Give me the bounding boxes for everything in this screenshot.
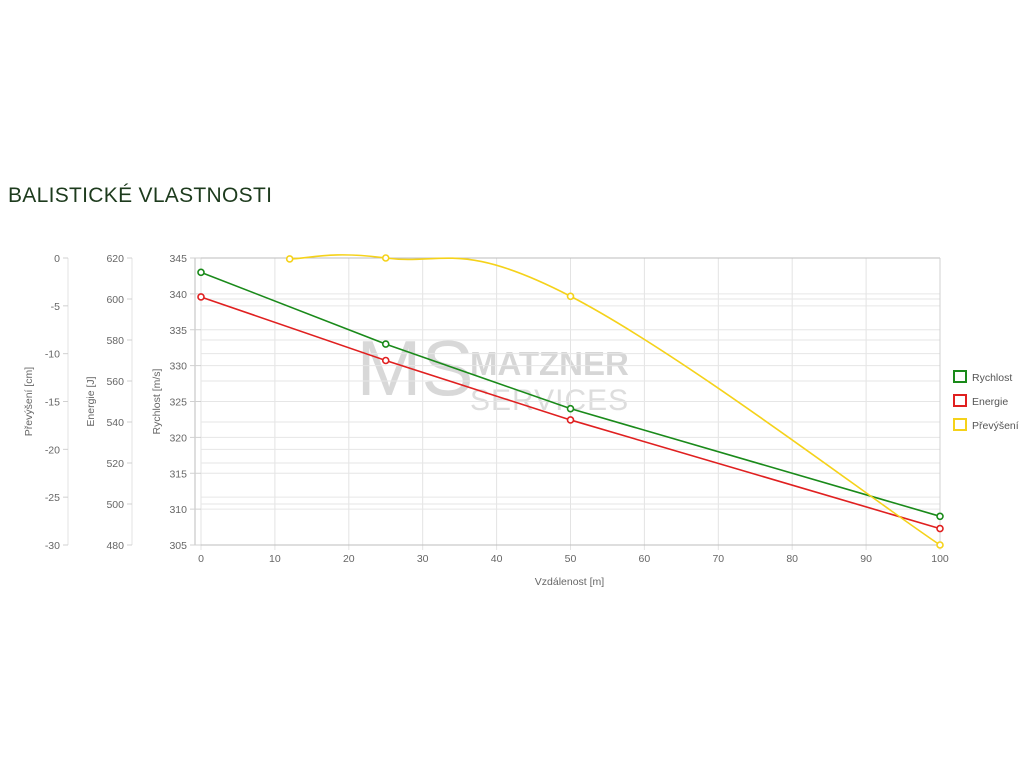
x-axis-title: Vzdálenost [m] (535, 576, 605, 588)
y-tick-label: 540 (106, 417, 124, 429)
legend-item[interactable]: Převýšení (953, 418, 1019, 432)
x-tick-label: 30 (417, 553, 429, 565)
data-point[interactable] (381, 356, 390, 365)
y-tick-label: -25 (45, 492, 60, 504)
legend-label: Energie (972, 396, 1008, 408)
series-line (200, 271, 941, 518)
x-tick-label: 80 (786, 553, 798, 565)
legend: Rychlost Energie Převýšení (953, 370, 1019, 432)
data-point[interactable] (566, 404, 575, 413)
x-tick-label: 100 (931, 553, 949, 565)
y-tick-label: 345 (169, 253, 187, 265)
data-point[interactable] (381, 254, 390, 262)
y-tick-label: 620 (106, 253, 124, 265)
data-point[interactable] (566, 416, 575, 424)
series-speed (197, 268, 944, 521)
data-point[interactable] (936, 512, 944, 521)
x-tick-label: 40 (491, 553, 503, 565)
data-point[interactable] (936, 524, 944, 533)
legend-item[interactable]: Energie (953, 394, 1008, 408)
page-title: BALISTICKÉ VLASTNOSTI (8, 184, 273, 207)
y-axis-title-energy: Energie [J] (85, 376, 97, 426)
y-tick-label: 480 (106, 540, 124, 552)
legend-swatch (953, 370, 967, 383)
series-energy (197, 293, 944, 533)
y-axis-title-speed: Rychlost [m/s] (151, 368, 163, 434)
y-tick-label: 315 (169, 468, 187, 480)
data-point[interactable] (197, 293, 205, 301)
y-axis-title-drop: Převýšení [cm] (23, 367, 35, 437)
legend-swatch (953, 418, 967, 431)
x-tick-label: 90 (860, 553, 872, 565)
data-point[interactable] (936, 541, 944, 549)
y-tick-label: -10 (45, 349, 60, 361)
x-tick-label: 0 (198, 553, 204, 565)
y-tick-label: -20 (45, 444, 60, 456)
y-tick-label: 580 (106, 335, 124, 347)
series-drop (285, 254, 944, 549)
x-tick-label: 20 (343, 553, 355, 565)
y-tick-label: 0 (54, 253, 60, 265)
y-tick-label: 520 (106, 458, 124, 470)
y-axis-drop: -30 -25 -20 -15 -10 -5 0 Převýšení [cm] (23, 253, 69, 552)
y-tick-label: 340 (169, 289, 187, 301)
data-point[interactable] (285, 255, 294, 263)
y-tick-label: 500 (106, 499, 124, 511)
x-tick-label: 70 (712, 553, 724, 565)
y-tick-label: 305 (169, 540, 187, 552)
x-tick-label: 60 (639, 553, 651, 565)
data-point[interactable] (566, 292, 575, 301)
x-tick-label: 50 (565, 553, 577, 565)
y-axis-energy: 480 500 520 540 560 580 600 620 Energie [J] (85, 253, 133, 552)
x-tick-label: 10 (269, 553, 281, 565)
y-tick-label: 330 (169, 361, 187, 373)
series-line (289, 254, 941, 546)
y-tick-label: 325 (169, 397, 187, 409)
y-tick-label: 600 (106, 294, 124, 306)
legend-label: Rychlost (972, 372, 1012, 384)
y-tick-label: -5 (51, 301, 60, 313)
y-axis-speed: 305 310 315 320 325 330 335 340 345 Rychlost [m/s… (151, 253, 201, 552)
series-line (200, 296, 941, 530)
legend-label: Převýšení (972, 420, 1019, 432)
y-tick-label: -30 (45, 540, 60, 552)
grid-lines (200, 257, 941, 550)
y-tick-label: 320 (169, 432, 187, 444)
data-point[interactable] (197, 268, 205, 277)
legend-swatch (953, 394, 967, 407)
watermark-line1: MATZNER (470, 345, 629, 382)
legend-item[interactable]: Rychlost (953, 370, 1012, 384)
watermark-line2: SERVICES (470, 384, 629, 417)
data-point[interactable] (381, 340, 390, 348)
y-tick-label: 310 (169, 504, 187, 516)
y-tick-label: 335 (169, 325, 187, 337)
y-tick-label: 560 (106, 376, 124, 388)
y-tick-label: -15 (45, 397, 60, 409)
